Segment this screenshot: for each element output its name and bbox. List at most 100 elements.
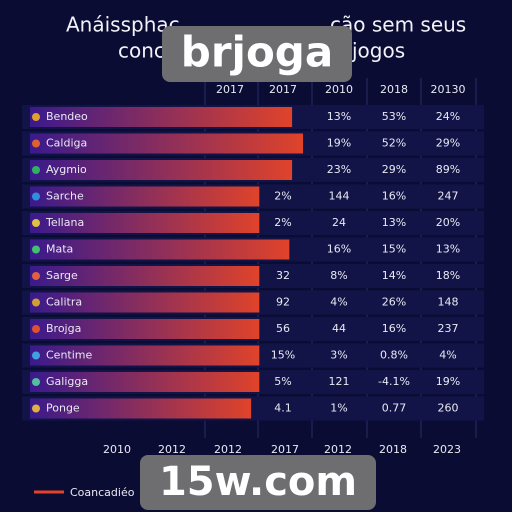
table-cell: 18%: [436, 269, 460, 282]
table-cell: 44: [332, 322, 346, 335]
table-cell: 13%: [436, 243, 460, 256]
table-cell: 148: [438, 296, 459, 309]
table-cell: -4.1%: [378, 375, 410, 388]
row-icon: [32, 404, 40, 413]
table-cell: 5%: [274, 375, 291, 388]
row-icon: [32, 245, 40, 254]
table-cell: 0.77: [382, 402, 407, 415]
table-cell: 4.1: [274, 402, 292, 415]
table-cell: 92: [276, 296, 290, 309]
x-axis-label: 2010: [103, 443, 131, 456]
table-cell: 19%: [327, 137, 351, 150]
bar: [30, 319, 260, 339]
table-cell: 23%: [327, 163, 351, 176]
table-cell: 56: [276, 322, 290, 335]
table-cell: 26%: [382, 296, 406, 309]
table-cell: 29%: [382, 163, 406, 176]
table-cell: 89%: [436, 163, 460, 176]
x-axis-label: 2012: [214, 443, 242, 456]
row-icon: [32, 139, 40, 148]
table-cell: 20%: [436, 216, 460, 229]
bar: [30, 107, 293, 127]
table-cell: 24: [332, 216, 346, 229]
row-icon: [32, 325, 40, 333]
column-header: 2018: [380, 83, 408, 96]
bar: [30, 292, 260, 313]
bar: [30, 160, 293, 180]
row-label: Ponge: [46, 402, 80, 415]
row-label: Galigga: [46, 375, 88, 388]
x-axis-label: 2012: [158, 443, 186, 456]
table-cell: 8%: [330, 269, 347, 282]
row-label: Mata: [46, 243, 73, 256]
row-icon: [32, 219, 40, 227]
table-cell: 13%: [382, 216, 406, 229]
row-label: Centime: [46, 349, 93, 362]
x-axis-label: 2018: [379, 443, 407, 456]
bar: [30, 372, 260, 392]
table-cell: 15%: [382, 243, 406, 256]
table-cell: 16%: [327, 243, 351, 256]
table-cell: 2%: [274, 216, 291, 229]
row-icon: [32, 113, 40, 121]
bar: [30, 133, 303, 154]
x-axis-label: 2023: [433, 443, 461, 456]
bar: [30, 213, 260, 233]
table-cell: 2%: [274, 190, 291, 203]
table-cell: 247: [438, 190, 459, 203]
watermark-box: [162, 26, 352, 82]
table-cell: 1%: [330, 402, 347, 415]
chart-subtitle: conc: [118, 39, 165, 63]
table-cell: 260: [438, 402, 459, 415]
x-axis-label: 2012: [324, 443, 352, 456]
table-cell: 52%: [382, 137, 406, 150]
row-label: Tellana: [45, 216, 84, 229]
table-cell: 4%: [330, 296, 347, 309]
column-header: 2017: [269, 83, 297, 96]
table-cell: 16%: [382, 322, 406, 335]
table-cell: 144: [329, 190, 350, 203]
table-cell: 4%: [439, 349, 456, 362]
table-cell: 237: [438, 322, 459, 335]
bar: [30, 398, 252, 419]
row-icon: [32, 298, 40, 307]
row-label: Bendeo: [46, 110, 88, 123]
row-icon: [32, 378, 40, 386]
column-header: 2010: [325, 83, 353, 96]
x-axis-label: 2017: [271, 443, 299, 456]
table-cell: 29%: [436, 137, 460, 150]
legend-label: Coancadiéo: [70, 486, 135, 499]
table-cell: 13%: [327, 110, 351, 123]
row-label: Aygmio: [46, 163, 87, 176]
row-label: Brojga: [46, 322, 81, 335]
column-header: 2017: [216, 83, 244, 96]
table-cell: 3%: [330, 349, 347, 362]
row-icon: [32, 166, 40, 174]
row-label: Caldiga: [46, 137, 87, 150]
table-cell: 14%: [382, 269, 406, 282]
table-cell: 53%: [382, 110, 406, 123]
table-cell: 19%: [436, 375, 460, 388]
table-cell: 16%: [382, 190, 406, 203]
chart-title: Anáissphac: [66, 13, 180, 37]
watermark: 15w.com: [159, 459, 357, 505]
row-icon: [32, 192, 40, 201]
row-label: Sarge: [46, 269, 78, 282]
bar: [30, 345, 260, 366]
table-cell: 15%: [271, 349, 295, 362]
column-header: 20130: [431, 83, 466, 96]
table-cell: 24%: [436, 110, 460, 123]
row-icon: [32, 351, 40, 360]
watermark: brjoga: [181, 28, 333, 77]
table-cell: 121: [329, 375, 350, 388]
bar: [30, 266, 260, 286]
chart-subtitle: jogos: [351, 39, 405, 63]
bar: [30, 186, 260, 207]
row-label: Sarche: [46, 190, 84, 203]
table-cell: 0.8%: [380, 349, 408, 362]
table-cell: 32: [276, 269, 290, 282]
chart-title: ção sem seus: [330, 13, 466, 37]
row-icon: [32, 272, 40, 280]
watermark-box: [140, 455, 376, 510]
